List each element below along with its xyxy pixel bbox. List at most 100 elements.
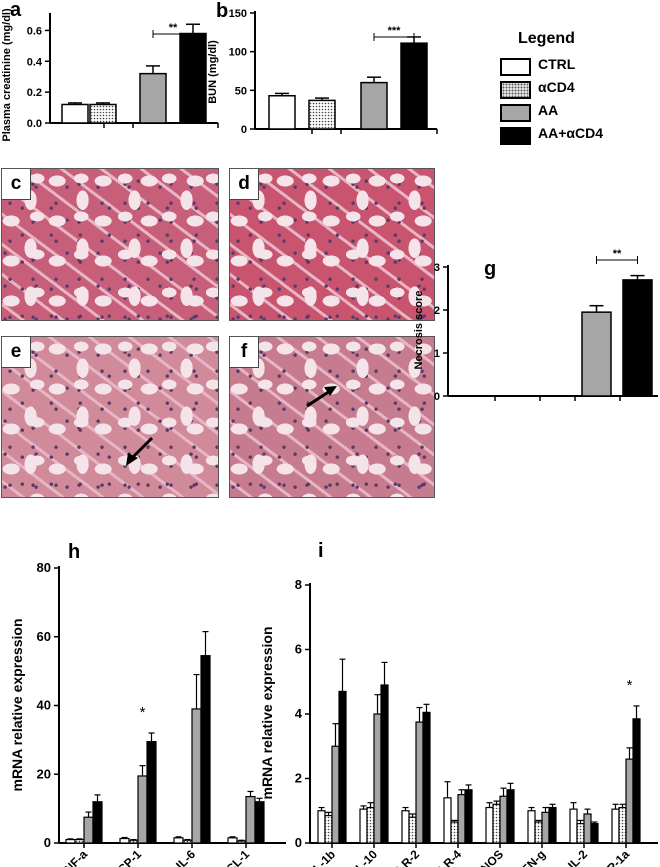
panel-label-c: c (2, 169, 31, 200)
x-tick-label: IL-1b (308, 847, 338, 867)
bar-h-CXCL-1-AA (245, 795, 256, 844)
bar-i-TLR-4-CTRL (443, 797, 452, 844)
y-tick-label: 0 (295, 835, 302, 850)
x-tick-label: MIP-1a (595, 847, 632, 867)
histology-image (2, 169, 218, 320)
bar-i-IL-1b-CTRL (317, 810, 326, 844)
bar-h-CXCL-1-AA+αCD4 (254, 801, 265, 844)
y-axis-label: mRNA relative expression (9, 619, 25, 792)
bar-b-AA+αCD4 (400, 42, 428, 130)
bar-i-IL-1b-αCD4 (324, 814, 333, 844)
x-tick-label: IL-2 (565, 847, 590, 867)
bar-i-MIP-1a-AA (625, 758, 634, 844)
panel-letter-i: i (318, 540, 324, 562)
bar-i-IFN-g-AA (541, 811, 550, 844)
y-tick-label: 0.4 (27, 56, 43, 68)
bar-i-IFN-g-CTRL (527, 810, 536, 844)
y-tick-label: 40 (37, 698, 51, 713)
bar-h-IL-6-CTRL (173, 837, 184, 844)
bar-a-AA+αCD4 (179, 32, 207, 124)
arrow-line (306, 389, 331, 408)
bar-h-TNF-a-AA+αCD4 (92, 801, 103, 844)
legend-label: AA (538, 102, 559, 118)
bar-i-IL-2-AA (583, 813, 592, 844)
bar-a-αCD4 (89, 103, 117, 124)
bar-h-IL-6-AA (191, 708, 202, 844)
bar-i-IL-2-CTRL (569, 808, 578, 844)
bar-b-αCD4 (308, 99, 336, 130)
legend: Legend CTRL αCD4 AA AA+αCD4 (500, 30, 640, 170)
bar-i-CXCL-10-AA+αCD4 (380, 684, 389, 844)
bar-i-IL-1b-AA (331, 745, 340, 844)
bar-a-AA (139, 72, 167, 124)
bar-h-IL-6-αCD4 (182, 839, 193, 844)
y-tick-label: 2 (434, 305, 440, 317)
bar-b-AA (360, 81, 388, 130)
bar-i-IL-2-αCD4 (576, 823, 585, 844)
y-axis-label: Plasma creatinine (mg/dl) (1, 8, 13, 142)
bar-i-IFN-g-AA+αCD4 (548, 806, 557, 844)
y-axis-label: mRNA relative expression (259, 627, 275, 800)
histology-image (230, 169, 434, 320)
legend-title: Legend (518, 30, 575, 47)
bar-h-MCP-1-αCD4 (128, 839, 139, 844)
bar-h-CXCL-1-αCD4 (236, 840, 247, 844)
y-tick-label: 4 (295, 706, 303, 721)
panel-label-e: e (2, 337, 31, 368)
histology-image (2, 337, 218, 497)
y-tick-label: 0.2 (27, 87, 42, 99)
significance-star: * (627, 677, 633, 694)
y-tick-label: 0.0 (27, 118, 42, 130)
bar-g-AA+αCD4 (622, 279, 653, 397)
bar-i-INOS-AA (499, 795, 508, 844)
legend-label: αCD4 (538, 79, 575, 95)
y-tick-label: 2 (295, 771, 302, 786)
y-tick-label: 100 (229, 47, 247, 59)
y-tick-label: 6 (295, 642, 302, 657)
bar-i-MIP-1a-αCD4 (618, 806, 627, 844)
x-tick-label: CXCL-1 (212, 847, 253, 867)
y-tick-label: 0 (434, 391, 440, 403)
bar-i-TLR-2-αCD4 (408, 816, 417, 844)
bar-h-MCP-1-AA (137, 775, 148, 844)
bar-a-CTRL (61, 103, 89, 124)
legend-item: αCD4 (500, 79, 640, 99)
y-tick-label: 80 (37, 560, 51, 575)
bar-i-IL-1b-AA+αCD4 (338, 690, 347, 844)
y-tick-label: 0.6 (27, 25, 42, 37)
y-tick-label: 60 (37, 629, 51, 644)
bar-b-CTRL (268, 94, 296, 130)
legend-item: CTRL (500, 56, 640, 76)
y-tick-label: 50 (235, 85, 247, 97)
bar-i-CXCL-10-CTRL (359, 808, 368, 844)
y-tick-label: 3 (434, 262, 440, 274)
y-tick-label: 0 (241, 124, 247, 136)
bar-i-INOS-CTRL (485, 806, 494, 844)
histology-photo-f: f (229, 336, 435, 498)
histology-image (230, 337, 434, 497)
significance-label: ** (169, 22, 178, 34)
x-tick-label: TNF-a (56, 847, 90, 867)
significance-label: *** (388, 25, 402, 37)
panel-letter-h: h (68, 541, 80, 563)
bar-i-TLR-4-AA+αCD4 (464, 789, 473, 844)
legend-label: CTRL (538, 56, 576, 72)
legend-item: AA (500, 102, 640, 122)
histology-photo-e: e (1, 336, 219, 498)
x-tick-label: INOS (475, 847, 506, 867)
bar-i-CXCL-10-αCD4 (366, 806, 375, 844)
bar-i-IFN-g-αCD4 (534, 821, 543, 844)
bar-h-IL-6-AA+αCD4 (200, 655, 211, 844)
x-tick-label: IFN-g (517, 847, 549, 867)
bar-i-CXCL-10-AA (373, 713, 382, 844)
bar-h-MCP-1-AA+αCD4 (146, 740, 157, 844)
bar-h-TNF-a-AA (83, 816, 94, 844)
panel-letter-b: b (216, 0, 228, 22)
significance-label: ** (613, 248, 622, 260)
bar-h-TNF-a-CTRL (65, 838, 76, 844)
legend-item: AA+αCD4 (500, 125, 640, 145)
legend-swatch-ctrl (500, 58, 531, 76)
bar-h-CXCL-1-CTRL (227, 837, 238, 844)
bar-i-TLR-2-AA (415, 721, 424, 844)
panel-label-f: f (230, 337, 259, 368)
